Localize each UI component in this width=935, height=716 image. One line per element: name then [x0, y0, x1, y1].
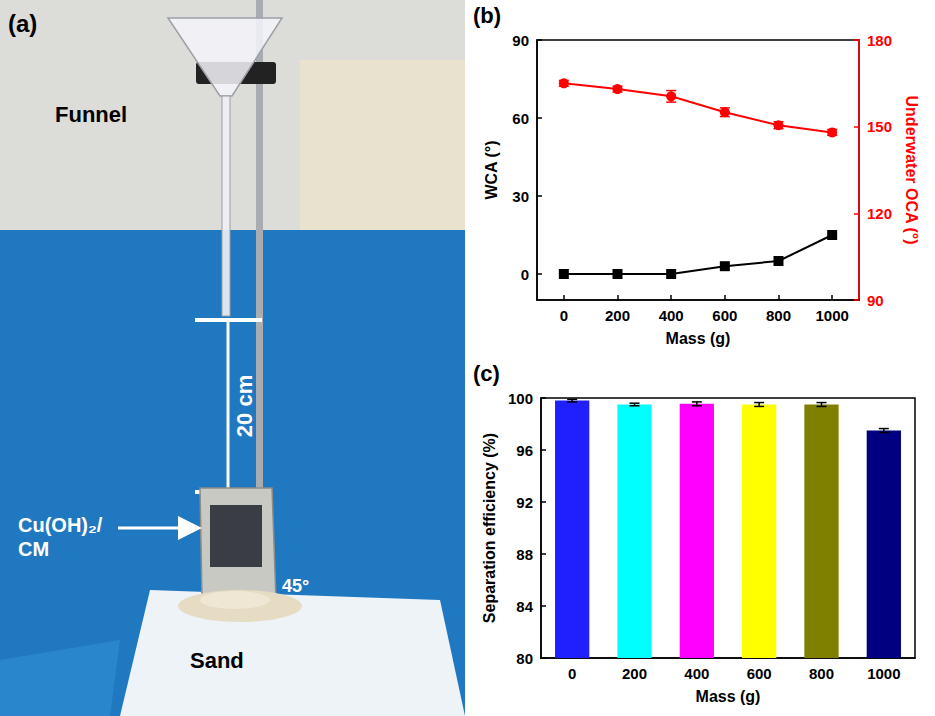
svg-text:180: 180 [867, 32, 892, 49]
svg-text:45°: 45° [282, 576, 309, 596]
svg-text:60: 60 [512, 110, 529, 127]
svg-text:600: 600 [712, 307, 737, 324]
svg-text:1000: 1000 [867, 665, 900, 682]
svg-text:20 cm: 20 cm [232, 375, 257, 437]
svg-text:800: 800 [809, 665, 834, 682]
svg-text:Funnel: Funnel [55, 102, 127, 127]
svg-text:80: 80 [516, 650, 533, 667]
svg-text:Sand: Sand [190, 648, 244, 673]
svg-text:Underwater OCA (°): Underwater OCA (°) [903, 96, 920, 245]
svg-text:84: 84 [516, 598, 533, 615]
svg-text:0: 0 [560, 307, 568, 324]
svg-text:96: 96 [516, 442, 533, 459]
svg-text:Mass (g): Mass (g) [666, 330, 731, 347]
svg-text:Cu(OH)₂/: Cu(OH)₂/ [18, 514, 103, 536]
svg-text:90: 90 [867, 292, 884, 309]
svg-text:Separation efficiency (%): Separation efficiency (%) [481, 433, 498, 623]
svg-text:200: 200 [605, 307, 630, 324]
svg-text:400: 400 [684, 665, 709, 682]
svg-text:30: 30 [512, 188, 529, 205]
svg-text:150: 150 [867, 118, 892, 135]
svg-text:0: 0 [568, 665, 576, 682]
svg-text:200: 200 [622, 665, 647, 682]
svg-text:92: 92 [516, 494, 533, 511]
svg-text:90: 90 [512, 32, 529, 49]
svg-text:800: 800 [766, 307, 791, 324]
svg-text:120: 120 [867, 205, 892, 222]
svg-text:600: 600 [747, 665, 772, 682]
svg-text:WCA (°): WCA (°) [483, 140, 500, 199]
svg-text:CM: CM [18, 538, 49, 560]
svg-text:1000: 1000 [815, 307, 848, 324]
svg-text:88: 88 [516, 546, 533, 563]
svg-text:(b): (b) [473, 3, 501, 28]
svg-text:(a): (a) [8, 10, 37, 37]
svg-text:(c): (c) [473, 361, 500, 386]
svg-text:0: 0 [521, 266, 529, 283]
svg-text:400: 400 [659, 307, 684, 324]
svg-text:Mass (g): Mass (g) [696, 688, 761, 705]
svg-text:100: 100 [508, 390, 533, 407]
